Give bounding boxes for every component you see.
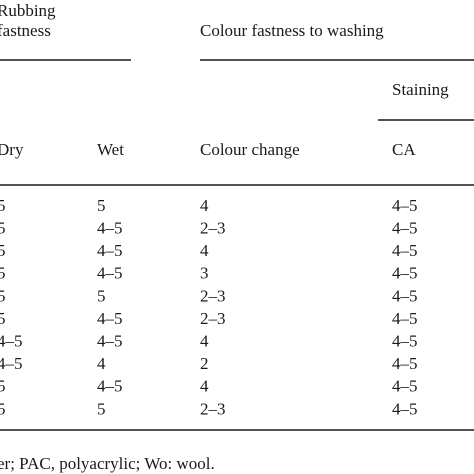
header-text: Colour fastness to washing — [200, 21, 384, 40]
cell: 5 — [97, 196, 106, 215]
cell: 4–5 — [97, 264, 123, 283]
column-header: Colour change — [200, 140, 300, 159]
cell: 5 — [0, 241, 6, 260]
cell: 4 — [200, 196, 209, 215]
cell: 4–5 — [392, 219, 418, 238]
cell: 4–5 — [97, 377, 123, 396]
cell: 4–5 — [392, 241, 418, 260]
cell: 4 — [200, 377, 209, 396]
cell: 4–5 — [97, 309, 123, 328]
cell: 5 — [0, 309, 6, 328]
header-text: fastness — [0, 21, 51, 40]
header-text: Staining — [392, 80, 449, 99]
cell: 5 — [0, 196, 6, 215]
cell: 5 — [0, 264, 6, 283]
cell: 2–3 — [200, 219, 226, 238]
header-text: Rubbing — [0, 1, 56, 20]
cell: 4–5 — [392, 264, 418, 283]
cell: 4–5 — [392, 399, 418, 418]
cell: 4–5 — [392, 309, 418, 328]
column-header: CA — [392, 140, 416, 159]
cell: 2–3 — [200, 309, 226, 328]
cell: 2–3 — [200, 399, 226, 418]
cell: 2–3 — [200, 286, 226, 305]
cell: 5 — [97, 286, 106, 305]
cell: 4–5 — [392, 286, 418, 305]
column-header: Dry — [0, 140, 24, 159]
cell: 4 — [200, 241, 209, 260]
cell: 5 — [0, 399, 6, 418]
cell: 5 — [0, 286, 6, 305]
cell: 5 — [0, 377, 6, 396]
cell: 4–5 — [392, 377, 418, 396]
cell: 5 — [97, 399, 106, 418]
cell: 3 — [200, 264, 209, 283]
cell: 4 — [200, 332, 209, 351]
cell: 4–5 — [97, 219, 123, 238]
cell: 4–5 — [392, 196, 418, 215]
cell: 4–5 — [392, 332, 418, 351]
cell: 4–5 — [0, 354, 23, 373]
cell: 4–5 — [97, 241, 123, 260]
footnote: er; PAC, polyacrylic; Wo: wool. — [0, 454, 215, 473]
cell: 4–5 — [0, 332, 23, 351]
cell: 4 — [97, 354, 106, 373]
cell: 4–5 — [392, 354, 418, 373]
column-header: Wet — [97, 140, 124, 159]
cell: 5 — [0, 219, 6, 238]
cell: 2 — [200, 354, 209, 373]
cell: 4–5 — [97, 332, 123, 351]
